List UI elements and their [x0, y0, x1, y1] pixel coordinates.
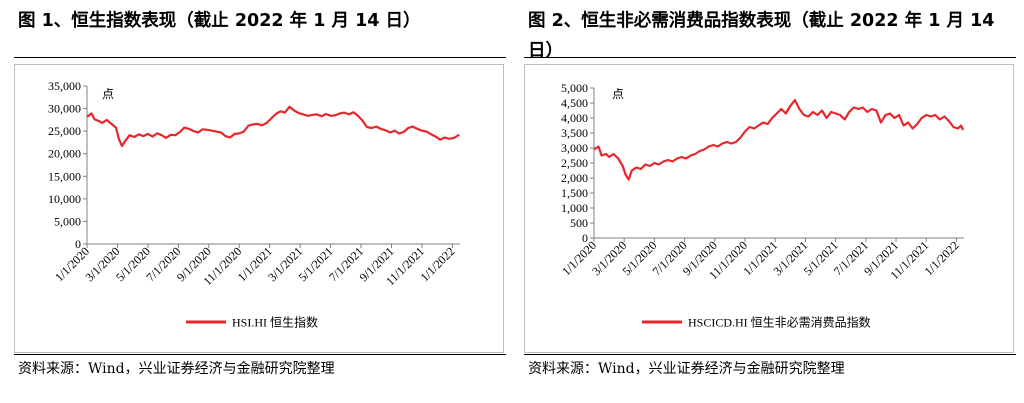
- y-tick-label: 4,000: [561, 111, 588, 125]
- y-tick-label: 2,500: [561, 156, 588, 170]
- title-divider: [524, 57, 1016, 58]
- y-tick-label: 1,500: [561, 186, 588, 200]
- chart-title: 图 2、恒生非必需消费品指数表现（截止 2022 年 1 月 14 日）: [528, 11, 995, 61]
- y-tick-label: 1,000: [561, 201, 588, 215]
- chart-title: 图 1、恒生指数表现（截止 2022 年 1 月 14 日）: [18, 11, 421, 31]
- y-tick-label: 3,500: [561, 126, 588, 140]
- y-tick-label: 25,000: [48, 124, 81, 138]
- y-tick-label: 500: [570, 216, 588, 230]
- y-tick-label: 4,500: [561, 96, 588, 110]
- y-tick-label: 5,000: [561, 81, 588, 95]
- hscicd-line-chart: 05001,0001,5002,0002,5003,0003,5004,0004…: [559, 81, 965, 330]
- chart-panel-hsi: 图 1、恒生指数表现（截止 2022 年 1 月 14 日） 0 5,000 10,…: [14, 0, 506, 403]
- source-note: 资料来源：Wind，兴业证券经济与金融研究院整理: [528, 361, 845, 377]
- y-tick-label: 0: [75, 237, 81, 251]
- y-tick-label: 35,000: [48, 79, 81, 93]
- y-axis-unit-label: 点: [612, 87, 624, 101]
- chart-frame: [524, 64, 1014, 353]
- chart-frame: [14, 64, 504, 353]
- hsi-line-chart: 0 5,000 10,000 15,000 20,000 25,000 30,000 35,0…: [48, 79, 460, 330]
- source-divider: [524, 354, 1016, 355]
- legend-label: HSI.HI 恒生指数: [232, 315, 318, 330]
- y-tick-label: 0: [582, 231, 588, 245]
- y-axis-unit-label: 点: [102, 87, 114, 101]
- source-note: 资料来源：Wind，兴业证券经济与金融研究院整理: [18, 361, 335, 377]
- y-tick-label: 30,000: [48, 102, 81, 116]
- x-tick-label: 1/1/2022: [921, 238, 961, 278]
- series-line: [593, 98, 965, 181]
- y-tick-label: 15,000: [48, 169, 81, 183]
- y-tick-label: 10,000: [48, 192, 81, 206]
- legend-label: HSCICD.HI 恒生非必需消费品指数: [688, 315, 871, 330]
- source-divider: [14, 354, 506, 355]
- y-tick-label: 5,000: [54, 214, 81, 228]
- x-tick-label: 1/1/2022: [417, 244, 457, 284]
- title-divider: [14, 57, 506, 58]
- series-line: [86, 105, 460, 148]
- chart-panel-hscicd: 图 2、恒生非必需消费品指数表现（截止 2022 年 1 月 14 日） 0 50…: [524, 0, 1016, 403]
- y-tick-label: 20,000: [48, 147, 81, 161]
- y-tick-label: 2,000: [561, 171, 588, 185]
- y-tick-label: 3,000: [561, 141, 588, 155]
